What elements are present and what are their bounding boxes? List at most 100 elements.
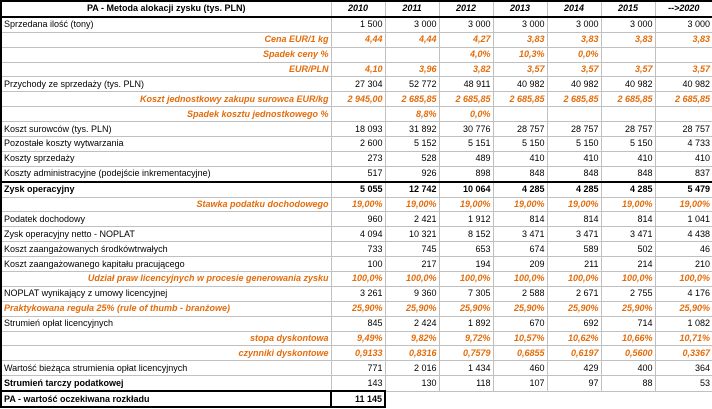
value-cell[interactable]: 143 [330,375,386,392]
value-cell[interactable]: 670 [492,315,548,332]
value-cell[interactable]: 960 [330,211,386,228]
value-cell[interactable] [546,106,602,123]
row-label[interactable]: Wartość bieżąca strumienia opłat licency… [0,360,332,377]
value-cell[interactable] [600,46,656,63]
value-cell[interactable]: 8 152 [438,226,494,243]
value-cell[interactable]: 100,0% [600,271,656,287]
value-cell[interactable]: 100 [330,256,386,273]
value-cell[interactable]: 9,49% [330,330,386,347]
value-cell[interactable]: 429 [546,360,602,377]
row-label[interactable]: Spadek ceny % [0,46,332,63]
value-cell[interactable]: 12 742 [384,180,440,198]
row-label[interactable]: Sprzedana ilość (tony) [0,16,332,33]
value-cell[interactable]: 4,44 [330,31,386,48]
value-cell[interactable]: 410 [600,150,656,167]
value-cell[interactable]: 25,90% [384,300,440,317]
value-cell[interactable]: 100,0% [654,271,712,287]
value-cell[interactable]: 194 [438,256,494,273]
value-cell[interactable]: 2 016 [384,360,440,377]
value-cell[interactable]: 0,6855 [492,345,548,362]
value-cell[interactable]: 100,0% [546,271,602,287]
row-label[interactable]: Koszt zaangażowanych środkówtrwałych [0,241,332,258]
value-cell[interactable]: 3,83 [546,31,602,48]
value-cell[interactable]: 3,83 [492,31,548,48]
row-label[interactable]: NOPLAT wynikający z umowy licencyjnej [0,285,332,302]
value-cell[interactable]: 5 150 [492,136,548,152]
value-cell[interactable]: 4,10 [330,61,386,78]
value-cell[interactable]: 30 776 [438,121,494,138]
value-cell[interactable]: 48 911 [438,76,494,93]
value-cell[interactable]: 2 600 [330,136,386,152]
value-cell[interactable]: 9 360 [384,285,440,302]
row-label[interactable]: Koszt zaangażowanego kapitału pracująceg… [0,256,332,273]
value-cell[interactable]: 2 685,85 [654,91,712,108]
value-cell[interactable] [330,106,386,123]
value-cell[interactable]: 489 [438,150,494,167]
value-cell[interactable]: 2 685,85 [438,91,494,108]
value-cell[interactable]: 10 321 [384,226,440,243]
row-label[interactable]: Koszt jednostkowy zakupu surowca EUR/kg [0,91,332,108]
value-cell[interactable]: 4 285 [600,180,656,198]
value-cell[interactable]: 1 500 [330,16,386,33]
value-cell[interactable]: 848 [492,165,548,183]
row-label[interactable]: Koszty administracyjne (podejście inkrem… [0,165,332,183]
value-cell[interactable]: 5 055 [330,180,386,198]
value-cell[interactable]: 745 [384,241,440,258]
value-cell[interactable]: 2 685,85 [384,91,440,108]
value-cell[interactable]: 31 892 [384,121,440,138]
value-cell[interactable]: 3,83 [600,31,656,48]
row-label[interactable]: Podatek dochodowy [0,211,332,228]
value-cell[interactable]: 0,0% [546,46,602,63]
value-cell[interactable]: 3 471 [546,226,602,243]
value-cell[interactable]: 10 064 [438,180,494,198]
value-cell[interactable]: 25,90% [654,300,712,317]
row-label[interactable]: Strumień opłat licencyjnych [0,315,332,332]
value-cell[interactable]: 8,8% [384,106,440,123]
row-label[interactable]: Koszt surowców (tys. PLN) [0,121,332,138]
value-cell[interactable]: 3 000 [654,16,712,33]
value-cell[interactable]: 100,0% [384,271,440,287]
value-cell[interactable]: 209 [492,256,548,273]
value-cell[interactable]: 5 151 [438,136,494,152]
value-cell[interactable]: 19,00% [492,196,548,213]
value-cell[interactable]: 25,90% [600,300,656,317]
row-label[interactable]: Cena EUR/1 kg [0,31,332,48]
year-header[interactable]: -->2020 [654,0,712,18]
row-label[interactable]: Stawka podatku dochodowego [0,196,332,213]
value-cell[interactable]: 3,57 [654,61,712,78]
value-cell[interactable]: 400 [600,360,656,377]
value-cell[interactable]: 814 [492,211,548,228]
value-cell[interactable]: 837 [654,165,712,183]
row-label[interactable]: Udział praw licencyjnych w procesie gene… [0,271,332,287]
sheet-title[interactable]: PA - Metoda alokacji zysku (tys. PLN) [0,0,332,18]
value-cell[interactable]: 7 305 [438,285,494,302]
row-label[interactable]: Strumień tarczy podatkowej [0,375,332,392]
value-cell[interactable]: 28 757 [492,121,548,138]
value-cell[interactable]: 2 945,00 [330,91,386,108]
value-cell[interactable]: 460 [492,360,548,377]
value-cell[interactable]: 3 000 [546,16,602,33]
value-cell[interactable]: 88 [600,375,656,392]
value-cell[interactable]: 19,00% [438,196,494,213]
value-cell[interactable]: 517 [330,165,386,183]
value-cell[interactable]: 3 000 [438,16,494,33]
final-label[interactable]: PA - wartość oczekiwana rozkładu [0,390,332,409]
value-cell[interactable]: 25,90% [330,300,386,317]
value-cell[interactable]: 714 [600,315,656,332]
value-cell[interactable]: 0,5600 [600,345,656,362]
value-cell[interactable]: 19,00% [600,196,656,213]
value-cell[interactable]: 3,83 [654,31,712,48]
row-label[interactable]: Pozostałe koszty wytwarzania [0,136,332,152]
row-label[interactable]: Praktykowana reguła 25% (rule of thumb -… [0,300,332,317]
row-label[interactable]: EUR/PLN [0,61,332,78]
value-cell[interactable]: 10,62% [546,330,602,347]
value-cell[interactable]: 845 [330,315,386,332]
value-cell[interactable]: 2 671 [546,285,602,302]
value-cell[interactable]: 2 421 [384,211,440,228]
value-cell[interactable]: 1 892 [438,315,494,332]
value-cell[interactable] [600,106,656,123]
value-cell[interactable]: 273 [330,150,386,167]
value-cell[interactable]: 28 757 [546,121,602,138]
value-cell[interactable]: 40 982 [654,76,712,93]
value-cell[interactable]: 19,00% [546,196,602,213]
